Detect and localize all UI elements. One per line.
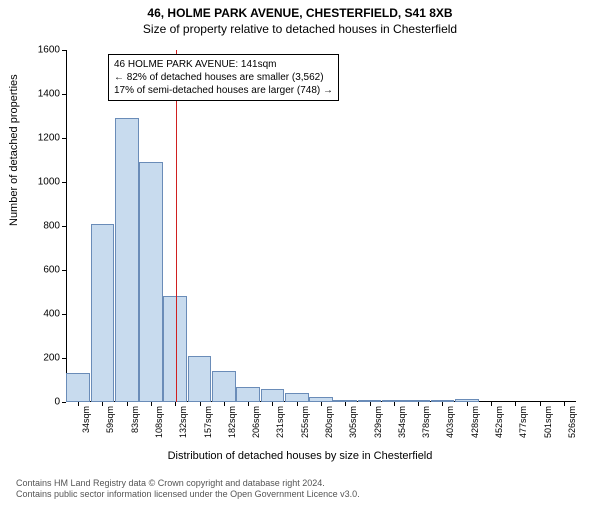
x-tick: 305sqm — [348, 406, 358, 438]
bar — [115, 118, 139, 402]
x-tick: 157sqm — [203, 406, 213, 438]
y-tick: 1200 — [38, 133, 60, 144]
bar — [285, 393, 309, 402]
y-tick-mark — [62, 182, 66, 183]
x-tick: 108sqm — [154, 406, 164, 438]
y-tick-mark — [62, 94, 66, 95]
y-tick: 400 — [43, 309, 60, 320]
bar — [188, 356, 212, 402]
y-tick: 1000 — [38, 177, 60, 188]
x-tick-mark — [564, 402, 565, 406]
y-tick-mark — [62, 50, 66, 51]
y-tick-mark — [62, 314, 66, 315]
x-tick: 231sqm — [275, 406, 285, 438]
y-tick: 800 — [43, 221, 60, 232]
x-tick-mark — [297, 402, 298, 406]
x-tick: 403sqm — [445, 406, 455, 438]
x-tick: 452sqm — [494, 406, 504, 438]
x-tick-mark — [370, 402, 371, 406]
x-tick: 34sqm — [81, 406, 91, 433]
x-tick-mark — [467, 402, 468, 406]
x-tick: 378sqm — [421, 406, 431, 438]
x-tick-mark — [272, 402, 273, 406]
x-tick-mark — [127, 402, 128, 406]
annotation-line-2: ← 82% of detached houses are smaller (3,… — [114, 71, 333, 84]
y-axis-label: Number of detached properties — [8, 74, 20, 226]
annotation-line-1: 46 HOLME PARK AVENUE: 141sqm — [114, 58, 333, 71]
page-title: 46, HOLME PARK AVENUE, CHESTERFIELD, S41… — [0, 6, 600, 20]
y-tick: 200 — [43, 353, 60, 364]
x-tick-mark — [515, 402, 516, 406]
bar — [139, 162, 163, 402]
x-tick-mark — [345, 402, 346, 406]
copyright-line-2: Contains public sector information licen… — [16, 489, 360, 500]
page-subtitle: Size of property relative to detached ho… — [0, 22, 600, 36]
x-tick: 501sqm — [543, 406, 553, 438]
annotation-box: 46 HOLME PARK AVENUE: 141sqm ← 82% of de… — [108, 54, 339, 101]
x-tick: 477sqm — [518, 406, 528, 438]
x-tick-mark — [248, 402, 249, 406]
copyright-line-1: Contains HM Land Registry data © Crown c… — [16, 478, 360, 489]
x-tick-mark — [491, 402, 492, 406]
x-tick-mark — [78, 402, 79, 406]
y-axis-line — [66, 50, 67, 402]
x-tick-mark — [224, 402, 225, 406]
chart-container: 46, HOLME PARK AVENUE, CHESTERFIELD, S41… — [0, 6, 600, 506]
bar — [261, 389, 285, 402]
plot-area: 02004006008001000120014001600 34sqm59sqm… — [66, 50, 576, 402]
annotation-line-3: 17% of semi-detached houses are larger (… — [114, 84, 333, 97]
x-tick: 182sqm — [227, 406, 237, 438]
x-tick: 132sqm — [178, 406, 188, 438]
x-tick: 354sqm — [397, 406, 407, 438]
x-tick-mark — [200, 402, 201, 406]
copyright-block: Contains HM Land Registry data © Crown c… — [16, 478, 360, 501]
x-tick-mark — [442, 402, 443, 406]
bar — [236, 387, 260, 402]
y-tick-mark — [62, 226, 66, 227]
x-tick: 428sqm — [470, 406, 480, 438]
x-tick-mark — [418, 402, 419, 406]
y-tick: 600 — [43, 265, 60, 276]
bar — [66, 373, 90, 402]
y-tick-mark — [62, 402, 66, 403]
x-tick: 526sqm — [567, 406, 577, 438]
x-axis-label: Distribution of detached houses by size … — [0, 450, 600, 462]
x-tick: 83sqm — [130, 406, 140, 433]
y-tick-mark — [62, 358, 66, 359]
y-tick: 1400 — [38, 89, 60, 100]
bar — [91, 224, 115, 402]
x-tick: 206sqm — [251, 406, 261, 438]
x-tick-mark — [175, 402, 176, 406]
x-tick: 280sqm — [324, 406, 334, 438]
x-tick: 59sqm — [105, 406, 115, 433]
x-tick-mark — [151, 402, 152, 406]
x-tick: 255sqm — [300, 406, 310, 438]
reference-line — [176, 50, 177, 402]
x-tick-mark — [540, 402, 541, 406]
y-tick-mark — [62, 138, 66, 139]
y-tick-mark — [62, 270, 66, 271]
x-tick-mark — [102, 402, 103, 406]
x-tick: 329sqm — [373, 406, 383, 438]
bar — [212, 371, 236, 402]
x-tick-mark — [394, 402, 395, 406]
y-tick: 1600 — [38, 45, 60, 56]
x-tick-mark — [321, 402, 322, 406]
y-tick: 0 — [54, 397, 60, 408]
